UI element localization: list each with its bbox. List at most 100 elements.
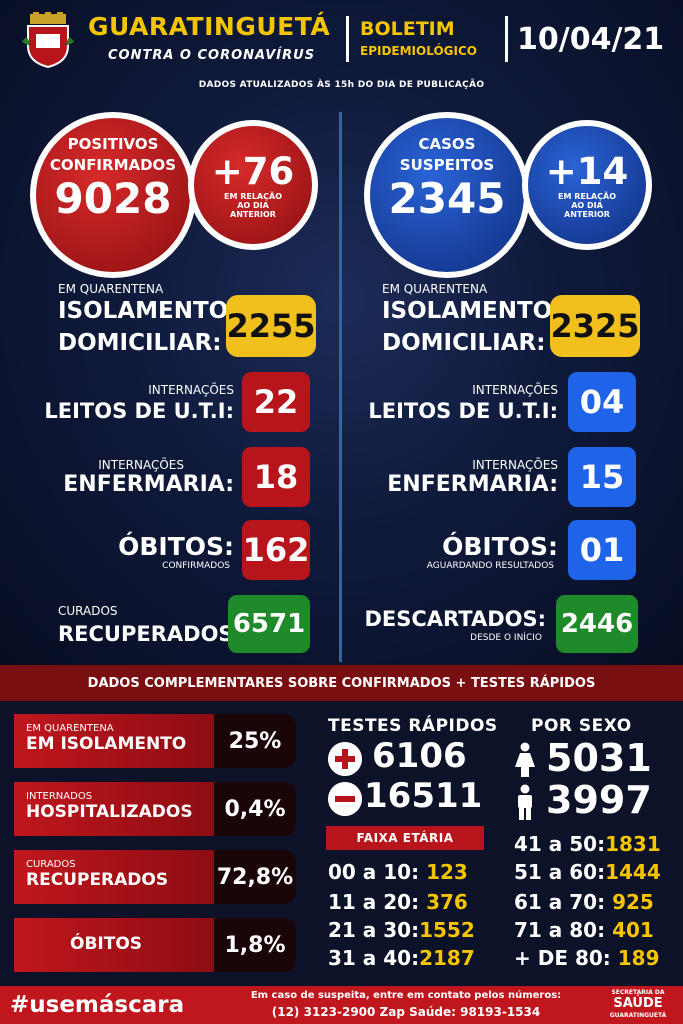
confirmed-label: POSITIVOS (67, 135, 159, 153)
confirmed-quarantine-value: 2255 (226, 295, 316, 357)
city-crest-icon (22, 12, 74, 68)
quarantine-small-label: EM QUARENTENA (382, 282, 488, 296)
ward-small-label: INTERNAÇÕES (98, 458, 184, 472)
confirmed-uti-value: 22 (242, 372, 310, 432)
age-range-value: 1552 (419, 918, 475, 942)
isolation-percent: 25% (214, 714, 296, 768)
age-range-value: 123 (426, 860, 468, 884)
age-range-label: 61 a 70: (514, 890, 606, 914)
delta-note: ANTERIOR (230, 210, 276, 219)
age-range-label: 71 a 80: (514, 918, 606, 942)
uti-small-label: INTERNAÇÕES (472, 383, 558, 397)
confirmed-delta: +76 (211, 150, 295, 193)
age-range: 51 a 60:1444 (514, 860, 661, 884)
cured-small-label: CURADOS (58, 604, 118, 618)
confirmed-delta-circle: +76 EM RELAÇÃO AO DIA ANTERIOR (188, 120, 318, 250)
secretariat-label: SECRETARIA DA (611, 989, 665, 996)
suspected-delta-circle: +14 EM RELAÇÃO AO DIA ANTERIOR (522, 120, 652, 250)
age-range: 11 a 20: 376 (328, 890, 468, 914)
age-range: 21 a 30:1552 (328, 918, 475, 942)
suspected-delta: +14 (545, 150, 629, 193)
age-range: 61 a 70: 925 (514, 890, 654, 914)
confirmed-circle: POSITIVOS CONFIRMADOS 9028 (30, 112, 196, 278)
update-note: DADOS ATUALIZADOS ÀS 15h DO DIA DE PUBLI… (198, 80, 485, 90)
uti-small-label: INTERNAÇÕES (148, 383, 234, 397)
female-value: 5031 (546, 736, 652, 780)
isolation-label: EM ISOLAMENTO (26, 734, 187, 754)
age-range: 00 a 10: 123 (328, 860, 468, 884)
quarantine-label: DOMICILIAR: (58, 330, 222, 356)
delta-note: EM RELAÇÃO (558, 192, 616, 201)
contact-note: Em caso de suspeita, entre em contato pe… (250, 990, 562, 1001)
bulletin-title: BOLETIM (360, 18, 455, 40)
suspected-quarantine-value: 2325 (550, 295, 640, 357)
hospital-bar: INTERNADOS HOSPITALIZADOS (14, 782, 214, 836)
age-range-label: 41 a 50: (514, 832, 606, 856)
age-range-label: 21 a 30: (328, 918, 420, 942)
delta-note: ANTERIOR (564, 210, 610, 219)
deaths-label: ÓBITOS (70, 934, 143, 954)
quarantine-label: ISOLAMENTO (382, 298, 553, 324)
ward-label: ENFERMARIA: (387, 472, 558, 497)
bulletin-subtitle: EPIDEMIOLÓGICO (360, 44, 477, 58)
suspected-label: CASOS (418, 135, 476, 153)
confirmed-label: CONFIRMADOS (49, 156, 177, 174)
contact-numbers: (12) 3123-2900 Zap Saúde: 98193-1534 (271, 1005, 541, 1019)
secretariat-city: GUARATINGUETÁ (609, 1012, 667, 1019)
complementary-title: DADOS COMPLEMENTARES SOBRE CONFIRMADOS +… (87, 676, 596, 691)
discarded-small-label: DESDE O INÍCIO (470, 633, 542, 643)
age-range-label: 11 a 20: (328, 890, 420, 914)
hospital-small-label: INTERNADOS (26, 791, 93, 802)
complementary-band (0, 665, 683, 701)
age-range-value: 925 (612, 890, 654, 914)
isolation-bar: EM QUARENTENA EM ISOLAMENTO (14, 714, 214, 768)
hospital-label: HOSPITALIZADOS (26, 802, 193, 822)
uti-label: LEITOS DE U.T.I: (44, 399, 234, 423)
age-range-value: 1444 (605, 860, 661, 884)
deaths-bar: ÓBITOS (14, 918, 214, 972)
age-range: 71 a 80: 401 (514, 918, 654, 942)
age-range-label: + DE 80: (514, 946, 611, 970)
ward-small-label: INTERNAÇÕES (472, 458, 558, 472)
age-range-label: 51 a 60: (514, 860, 606, 884)
minus-icon (328, 782, 362, 816)
quarantine-small-label: EM QUARENTENA (58, 282, 164, 296)
suspected-uti-value: 04 (568, 372, 636, 432)
rapid-negative-value: 16511 (364, 776, 483, 816)
header-separator (505, 16, 508, 62)
city-subtitle: CONTRA O CORONAVÍRUS (108, 48, 316, 63)
delta-note: AO DIA (237, 201, 269, 210)
suspected-discarded-value: 2446 (556, 595, 638, 653)
uti-label: LEITOS DE U.T.I: (368, 399, 558, 423)
sex-title: POR SEXO (531, 716, 632, 736)
confirmed-cured-value: 6571 (228, 595, 310, 653)
recovered-label: RECUPERADOS (26, 870, 169, 890)
quarantine-label: DOMICILIAR: (382, 330, 546, 356)
age-range: 31 a 40:2187 (328, 946, 475, 970)
header-separator (346, 16, 349, 62)
age-range: 41 a 50:1831 (514, 832, 661, 856)
rapid-positive-value: 6106 (372, 736, 467, 776)
suspected-circle: CASOS SUSPEITOS 2345 (364, 112, 530, 278)
deaths-small-label: CONFIRMADOS (162, 561, 230, 571)
discarded-label: DESCARTADOS: (364, 607, 546, 631)
column-divider (339, 112, 342, 662)
hospital-percent: 0,4% (214, 782, 296, 836)
delta-note: AO DIA (571, 201, 603, 210)
age-range-value: 2187 (419, 946, 475, 970)
deaths-label: ÓBITOS: (118, 532, 234, 561)
age-title: FAIXA ETÁRIA (326, 826, 484, 850)
isolation-small-label: EM QUARENTENA (26, 723, 114, 734)
age-range-value: 1831 (605, 832, 661, 856)
confirmed-deaths-value: 162 (242, 520, 310, 580)
suspected-deaths-value: 01 (568, 520, 636, 580)
suspected-value: 2345 (388, 174, 506, 223)
quarantine-label: ISOLAMENTO (58, 298, 229, 324)
age-range-value: 189 (617, 946, 660, 970)
city-name: GUARATINGUETÁ (88, 12, 331, 41)
deaths-small-label: AGUARDANDO RESULTADOS (426, 561, 554, 571)
male-value: 3997 (546, 778, 652, 822)
age-range-value: 401 (612, 918, 654, 942)
male-icon (518, 784, 532, 820)
rapid-tests-title: TESTES RÁPIDOS (328, 716, 498, 736)
